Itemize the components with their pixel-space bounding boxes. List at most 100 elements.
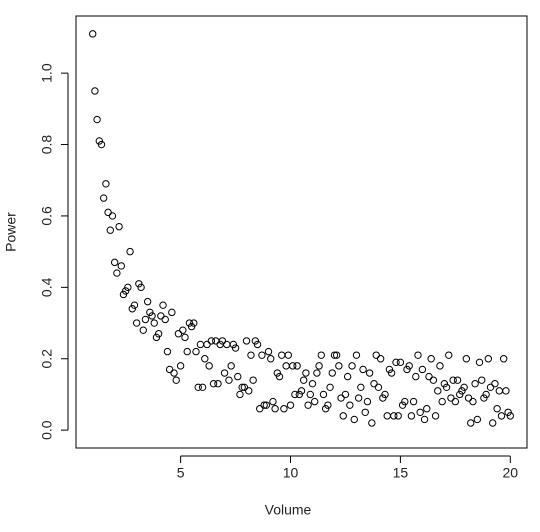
point bbox=[132, 319, 141, 327]
point bbox=[258, 351, 266, 359]
point bbox=[183, 347, 191, 356]
point bbox=[117, 262, 125, 270]
point bbox=[110, 258, 119, 267]
point bbox=[165, 365, 174, 374]
point bbox=[201, 355, 209, 363]
point bbox=[319, 390, 328, 399]
point bbox=[438, 397, 446, 406]
point bbox=[436, 362, 444, 370]
point bbox=[234, 372, 242, 381]
point bbox=[91, 87, 99, 95]
point bbox=[414, 351, 422, 359]
point bbox=[295, 390, 304, 399]
point bbox=[304, 401, 312, 409]
x-tick-label: 5 bbox=[177, 465, 185, 481]
point bbox=[143, 297, 152, 306]
point bbox=[293, 362, 301, 370]
point bbox=[207, 337, 216, 345]
point bbox=[273, 369, 282, 377]
point bbox=[469, 397, 477, 406]
point bbox=[363, 397, 372, 406]
x-tick-label: 10 bbox=[283, 465, 299, 481]
point bbox=[278, 351, 286, 359]
point bbox=[240, 383, 249, 392]
point bbox=[317, 351, 325, 359]
point bbox=[242, 337, 251, 345]
point bbox=[409, 397, 418, 406]
y-tick-label: 0.0 bbox=[39, 420, 55, 440]
point bbox=[379, 394, 387, 402]
point bbox=[176, 362, 185, 370]
plot-box bbox=[75, 15, 528, 449]
point bbox=[196, 340, 205, 349]
point bbox=[223, 340, 231, 349]
point bbox=[456, 390, 464, 399]
point bbox=[137, 283, 145, 292]
point bbox=[192, 347, 200, 356]
point bbox=[135, 280, 143, 288]
point bbox=[405, 362, 413, 370]
point bbox=[420, 415, 429, 424]
point bbox=[429, 376, 438, 384]
point bbox=[460, 383, 468, 392]
point bbox=[245, 387, 253, 395]
point bbox=[299, 376, 308, 384]
point bbox=[148, 312, 156, 320]
point bbox=[343, 372, 352, 381]
point bbox=[445, 351, 453, 359]
point bbox=[124, 283, 132, 292]
point bbox=[491, 380, 499, 388]
y-tick-label: 0.2 bbox=[39, 349, 55, 369]
point bbox=[464, 394, 473, 402]
point bbox=[357, 383, 365, 392]
point bbox=[482, 390, 490, 399]
point bbox=[478, 376, 486, 384]
point bbox=[370, 380, 378, 388]
point bbox=[310, 397, 319, 406]
point bbox=[458, 387, 466, 395]
point bbox=[264, 347, 273, 356]
point bbox=[354, 394, 363, 402]
point bbox=[451, 397, 460, 406]
point bbox=[99, 194, 108, 202]
point bbox=[154, 330, 163, 338]
point bbox=[238, 383, 246, 392]
point bbox=[326, 383, 334, 392]
point bbox=[95, 137, 103, 145]
point bbox=[350, 415, 358, 424]
point bbox=[339, 412, 347, 420]
point bbox=[130, 301, 139, 309]
point bbox=[174, 330, 183, 338]
point bbox=[497, 412, 506, 420]
point bbox=[236, 390, 244, 399]
point bbox=[126, 247, 134, 256]
point bbox=[275, 372, 284, 381]
point bbox=[374, 383, 383, 392]
point bbox=[330, 351, 339, 359]
point bbox=[256, 405, 264, 413]
point bbox=[337, 394, 345, 402]
y-tick-label: 0.4 bbox=[39, 277, 55, 297]
point bbox=[104, 208, 112, 217]
point bbox=[269, 397, 277, 406]
point bbox=[172, 376, 180, 384]
point bbox=[170, 369, 178, 377]
point bbox=[385, 365, 394, 374]
point bbox=[106, 226, 114, 234]
point bbox=[168, 308, 176, 317]
point bbox=[284, 351, 293, 359]
point bbox=[486, 383, 495, 392]
point bbox=[212, 337, 220, 345]
point bbox=[161, 315, 169, 324]
point bbox=[442, 383, 451, 392]
point bbox=[128, 305, 136, 313]
point bbox=[308, 380, 317, 388]
point bbox=[267, 355, 275, 363]
point bbox=[227, 362, 235, 370]
point bbox=[440, 380, 449, 388]
point bbox=[181, 333, 189, 342]
point bbox=[229, 340, 238, 349]
point bbox=[198, 383, 207, 392]
